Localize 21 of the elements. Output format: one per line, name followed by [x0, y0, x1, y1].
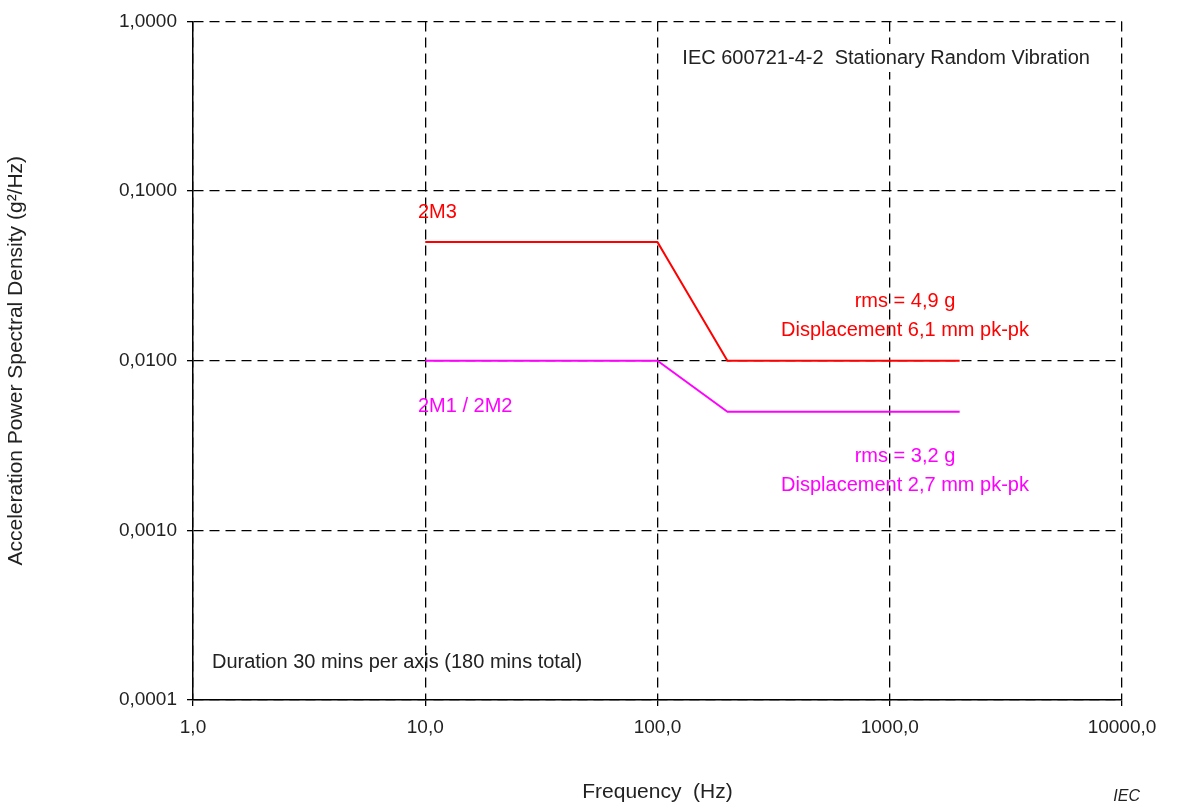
series-label: 2M1 / 2M2: [418, 393, 513, 416]
y-tick-label: 0,1000: [118, 179, 177, 201]
x-axis-title: Frequency (Hz): [582, 779, 733, 803]
text: IEC: [1113, 787, 1141, 805]
y-tick-label: 0,0001: [118, 688, 177, 710]
y-tick-label: 1,0000: [118, 9, 177, 31]
x-tick-label: 1000,0: [860, 715, 919, 737]
text: IEC 600721-4-2 Stationary Random Vibration: [682, 45, 1090, 68]
x-tick-label: 1,0: [179, 715, 207, 737]
y-tick-label: 0,0100: [118, 348, 177, 370]
annotation: Displacement 6,1 mm pk-pk: [781, 317, 1030, 340]
annotation: Displacement 2,7 mm pk-pk: [781, 472, 1030, 495]
x-tick-label: 10,0: [406, 715, 444, 737]
annotation: rms = 3,2 g: [854, 443, 956, 466]
annotation: Duration 30 mins per axis (180 mins total): [212, 649, 583, 672]
x-tick-label: 100,0: [633, 715, 682, 737]
x-tick-label: 10000,0: [1087, 715, 1157, 737]
series-label: 2M3: [418, 199, 457, 222]
annotation: rms = 4,9 g: [854, 288, 956, 311]
y-tick-label: 0,0010: [118, 518, 177, 540]
y-axis-title: Acceleration Power Spectral Density (g²/Hz): [3, 155, 27, 566]
